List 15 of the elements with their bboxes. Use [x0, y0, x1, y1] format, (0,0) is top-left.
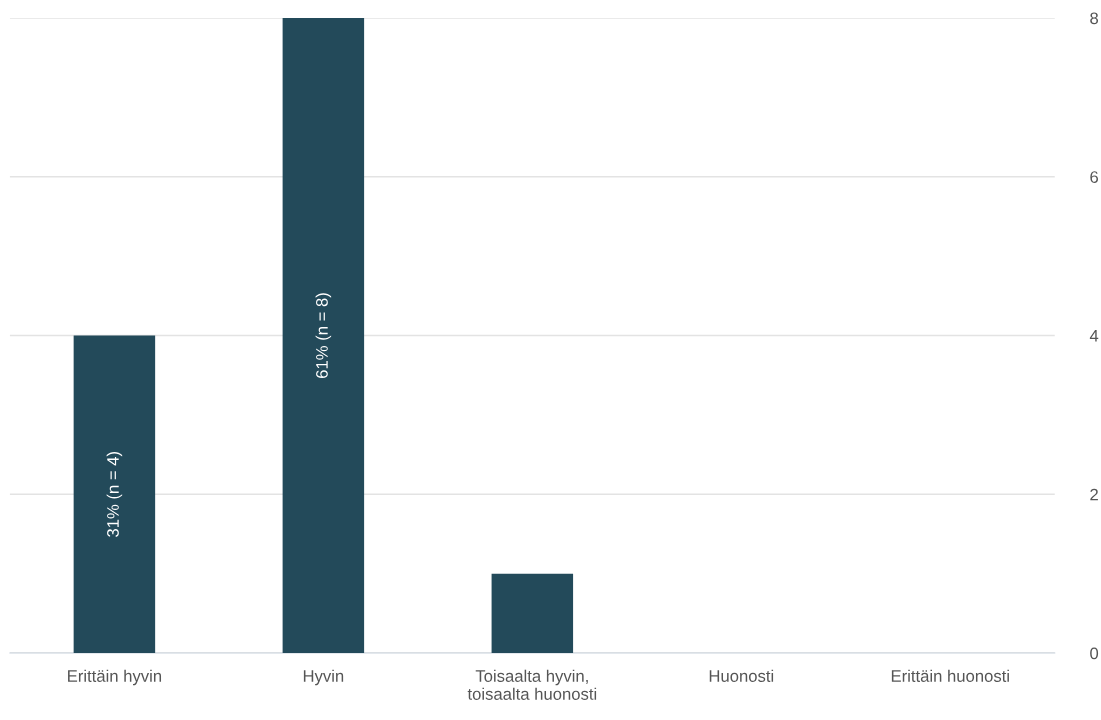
bar — [73, 335, 156, 654]
data-label: 61% (n = 8) — [315, 293, 332, 378]
y-tick-label: 0 — [1090, 647, 1099, 660]
x-tick-label: Toisaalta hyvin, toisaalta huonosti — [467, 669, 597, 700]
y-tick-label: 4 — [1089, 330, 1099, 342]
bar — [282, 18, 365, 654]
bar — [491, 573, 574, 654]
x-tick-label: Hyvin — [303, 669, 344, 686]
x-tick-label: Erittäin huonosti — [891, 669, 1009, 682]
y-tick-label: 2 — [1090, 488, 1098, 501]
y-tick-label: 8 — [1090, 12, 1099, 25]
x-tick-label: Erittäin hyvin — [68, 669, 162, 686]
y-tick-label: 6 — [1090, 171, 1099, 183]
data-label: 31% (n = 4) — [106, 452, 123, 537]
x-tick-label: Huonosti — [709, 669, 774, 682]
